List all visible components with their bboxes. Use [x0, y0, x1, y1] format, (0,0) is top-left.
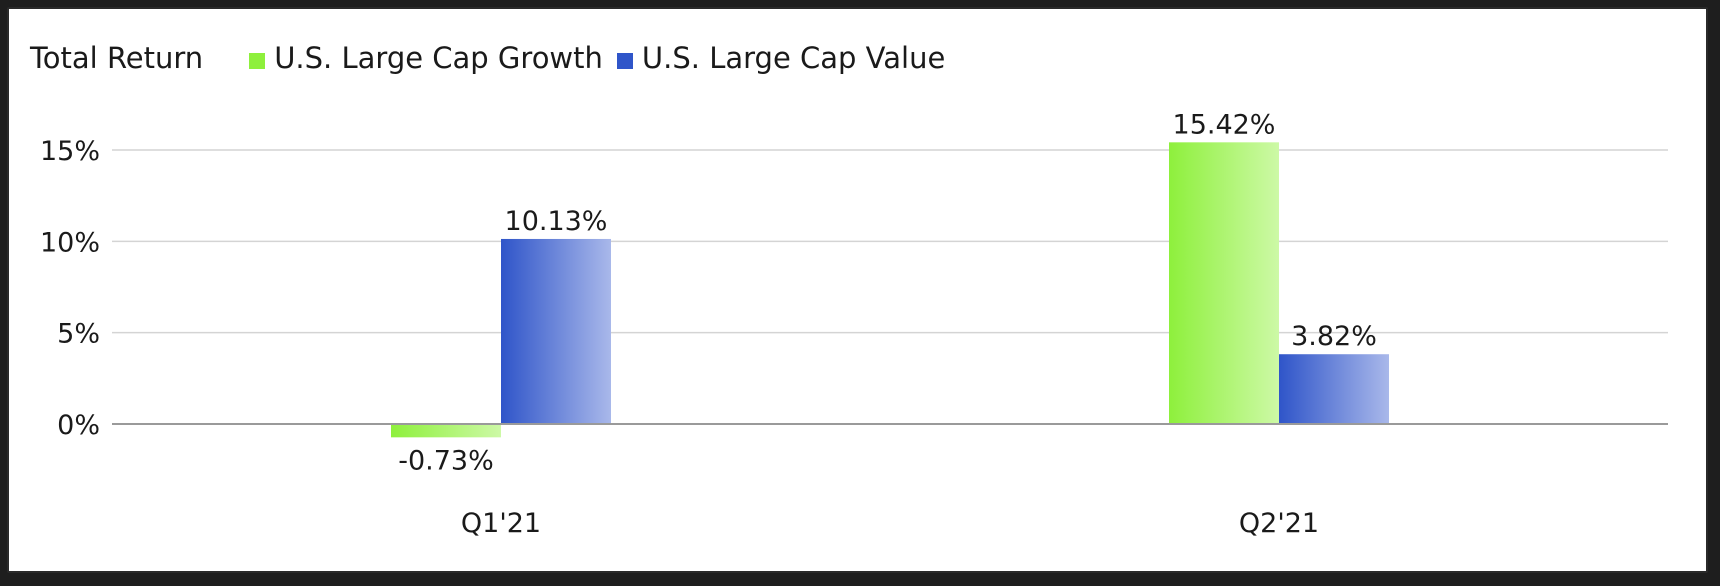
data-label: 10.13% — [505, 206, 608, 237]
y-tick-label: 5% — [57, 319, 100, 350]
bar — [501, 238, 611, 424]
y-tick-label: 0% — [57, 410, 100, 441]
chart-title: Total Return — [30, 41, 204, 75]
x-tick-label: Q2'21 — [1239, 508, 1319, 539]
y-tick-label: 15% — [40, 136, 100, 167]
bar — [1169, 142, 1279, 424]
legend: Total Return U.S. Large Cap Growth U.S. … — [30, 38, 959, 78]
bar — [391, 424, 501, 438]
data-label: -0.73% — [398, 445, 494, 476]
legend-item-value: U.S. Large Cap Value — [616, 41, 946, 75]
legend-swatch-value — [616, 53, 633, 69]
bar — [1279, 354, 1389, 424]
x-tick-label: Q1'21 — [461, 508, 541, 539]
data-label: 3.82% — [1291, 321, 1377, 352]
legend-label-value: U.S. Large Cap Value — [641, 41, 946, 75]
legend-swatch-growth — [249, 53, 266, 69]
legend-label-growth: U.S. Large Cap Growth — [274, 41, 603, 75]
data-label: 15.42% — [1173, 109, 1276, 140]
legend-item-growth: U.S. Large Cap Growth — [249, 41, 603, 75]
chart-frame — [7, 7, 1708, 573]
y-tick-label: 10% — [40, 227, 100, 258]
